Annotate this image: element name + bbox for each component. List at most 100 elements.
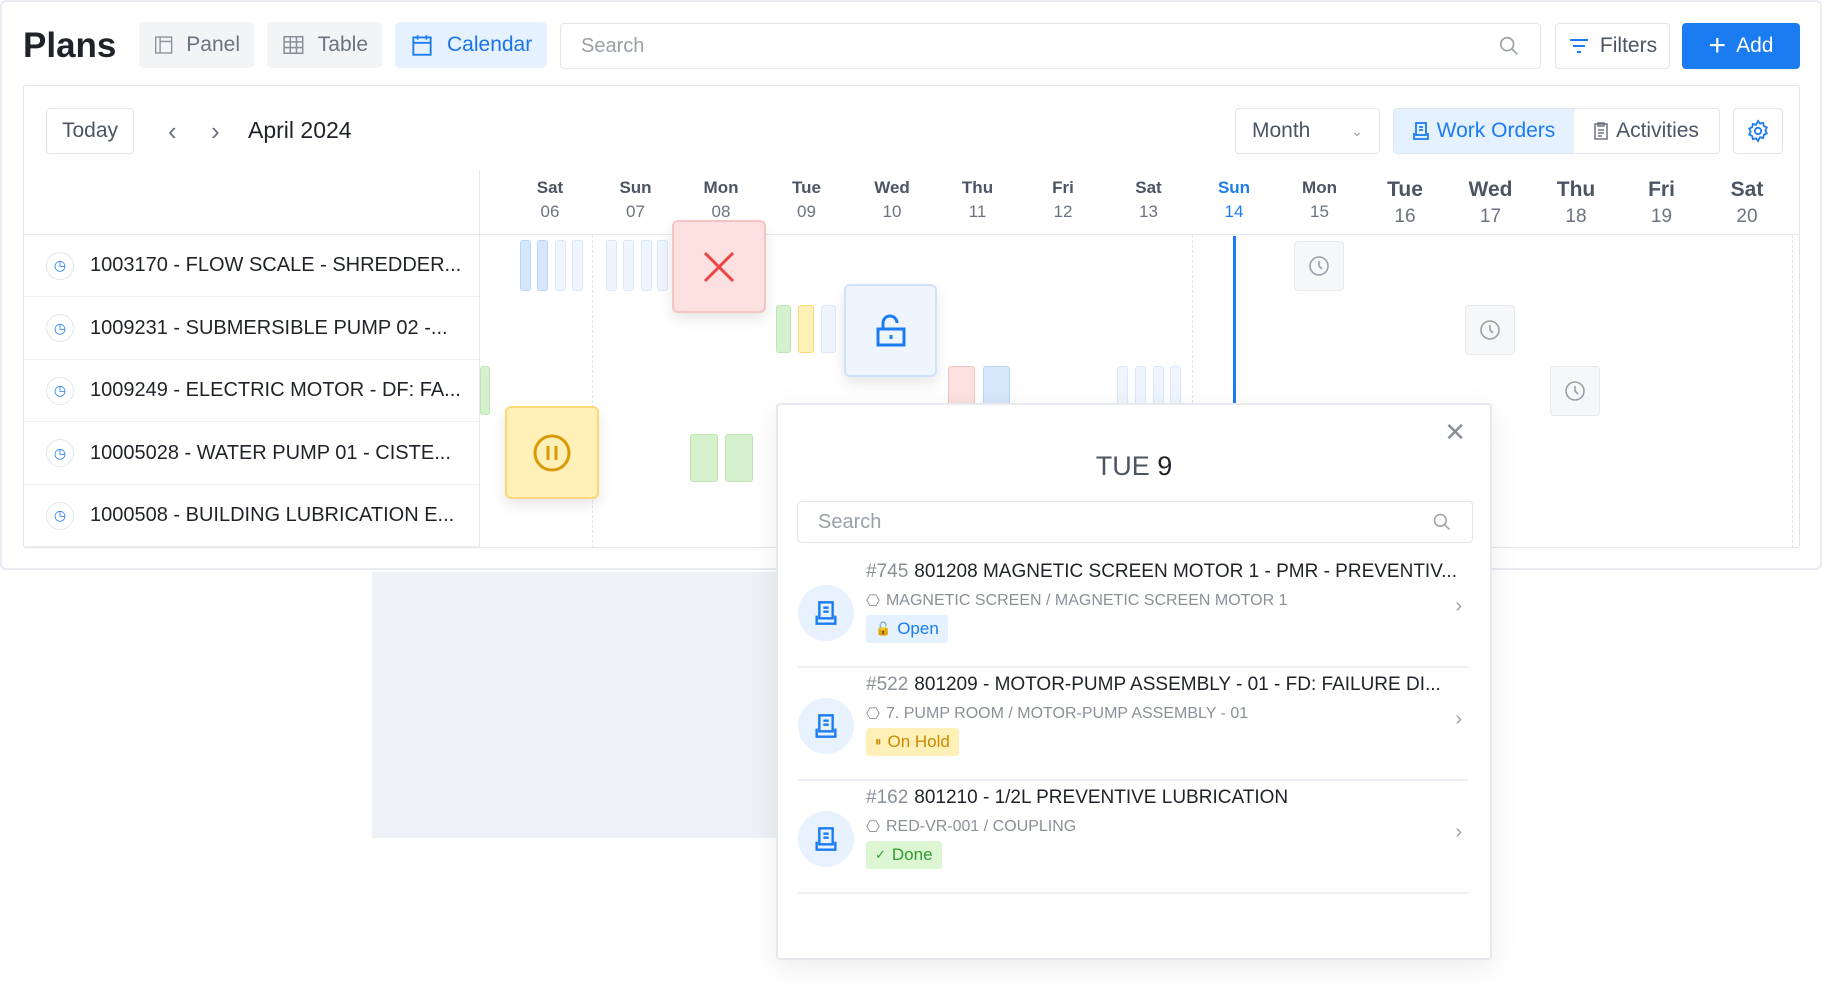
- day-number: 06: [540, 202, 560, 221]
- settings-button[interactable]: [1733, 108, 1783, 154]
- scheduled-event[interactable]: [1550, 366, 1600, 416]
- header-divider: [24, 234, 1799, 235]
- today-button[interactable]: Today: [46, 108, 134, 154]
- day-header-cell[interactable]: Fri 19: [1622, 178, 1702, 228]
- tab-table[interactable]: Table: [267, 22, 382, 68]
- work-order-item[interactable]: #745 801208 MAGNETIC SCREEN MOTOR 1 - PMR…: [798, 555, 1468, 668]
- scheduled-event[interactable]: [1465, 305, 1515, 355]
- plan-row[interactable]: ◷ 1003170 - FLOW SCALE - SHREDDER...: [24, 235, 479, 297]
- scheduled-event[interactable]: [1294, 241, 1344, 291]
- event-bar[interactable]: [948, 366, 975, 408]
- plan-name: 1009249 - ELECTRIC MOTOR - DF: FA...: [90, 379, 461, 402]
- day-header-cell[interactable]: Thu 18: [1536, 178, 1616, 228]
- recurring-clock-icon: ◷: [46, 501, 74, 530]
- plan-row[interactable]: ◷ 1009231 - SUBMERSIBLE PUMP 02 -...: [24, 298, 479, 360]
- event-bar[interactable]: [983, 366, 1010, 408]
- event-bar[interactable]: [657, 240, 668, 291]
- day-header-cell[interactable]: Sun 07: [596, 178, 676, 222]
- day-header-cell[interactable]: Sat 06: [510, 178, 590, 222]
- search-placeholder: Search: [818, 510, 882, 533]
- open-event-card[interactable]: [844, 284, 937, 377]
- day-header-cell[interactable]: Wed 17: [1451, 178, 1531, 228]
- day-header-cell[interactable]: Sun 14: [1194, 178, 1274, 222]
- plan-row[interactable]: ◷ 10005028 - WATER PUMP 01 - CISTE...: [24, 423, 479, 485]
- next-chevron-icon[interactable]: ›: [211, 116, 220, 146]
- day-header-cell[interactable]: Fri 12: [1023, 178, 1103, 222]
- event-bar[interactable]: [821, 305, 836, 353]
- work-order-number: #522: [866, 674, 909, 695]
- add-button[interactable]: + Add: [1682, 23, 1800, 69]
- day-header-cell[interactable]: Tue 16: [1365, 178, 1445, 228]
- weekday: Mon: [1302, 178, 1337, 197]
- status-label: Done: [891, 845, 933, 864]
- event-bar[interactable]: [690, 434, 718, 482]
- work-order-item[interactable]: #522 801209 - MOTOR-PUMP ASSEMBLY - 01 - …: [798, 668, 1468, 781]
- clock-icon: [1480, 320, 1500, 340]
- segment-label: Activities: [1616, 119, 1699, 142]
- event-bar[interactable]: [520, 240, 531, 291]
- event-bar[interactable]: [776, 305, 791, 353]
- event-bar[interactable]: [1170, 366, 1181, 408]
- panel-icon: [154, 36, 173, 54]
- plan-row[interactable]: ◷ 1000508 - BUILDING LUBRICATION E...: [24, 485, 479, 548]
- clock-icon: [1565, 381, 1585, 401]
- day-number: 14: [1224, 202, 1244, 221]
- close-icon[interactable]: ✕: [1444, 417, 1466, 447]
- event-bar[interactable]: [1153, 366, 1164, 408]
- day-number: 20: [1736, 206, 1758, 227]
- weekday: Tue: [1387, 178, 1423, 201]
- x-icon: [703, 251, 735, 282]
- event-bar[interactable]: [623, 240, 634, 291]
- event-bar[interactable]: [555, 240, 566, 291]
- day-header-cell[interactable]: Sat 13: [1109, 178, 1189, 222]
- cancelled-event-card[interactable]: [672, 220, 766, 313]
- work-order-title: 801208 MAGNETIC SCREEN MOTOR 1 - PMR - P…: [914, 561, 1457, 582]
- event-bar[interactable]: [798, 305, 814, 353]
- day-header-cell[interactable]: Tue 09: [767, 178, 847, 222]
- day-number: 07: [626, 202, 645, 221]
- clock-icon: [1309, 256, 1329, 276]
- asset-path: MAGNETIC SCREEN / MAGNETIC SCREEN MOTOR …: [885, 592, 1288, 609]
- view-select[interactable]: Month ⌄: [1235, 108, 1380, 154]
- event-bar[interactable]: [537, 240, 548, 291]
- day-header-cell[interactable]: Wed 10: [852, 178, 932, 222]
- popup-title: TUE 9: [778, 451, 1490, 482]
- status-label: Open: [897, 619, 939, 638]
- pause-circle-icon: ⏸: [875, 734, 882, 749]
- work-order-item[interactable]: #162 801210 - 1/2L PREVENTIVE LUBRICATION…: [798, 781, 1468, 894]
- day-header-cell[interactable]: Thu 11: [938, 178, 1018, 222]
- popup-search-input[interactable]: Search: [797, 501, 1473, 543]
- event-bar[interactable]: [480, 366, 490, 415]
- day-header-cell[interactable]: Mon 15: [1280, 178, 1360, 222]
- event-bar[interactable]: [606, 240, 617, 291]
- recurring-clock-icon: ◷: [46, 251, 74, 280]
- on-hold-event-card[interactable]: [505, 406, 599, 499]
- search-input[interactable]: Search: [560, 23, 1541, 69]
- event-bar[interactable]: [572, 240, 583, 291]
- day-number: 11: [968, 202, 987, 221]
- work-order-title: 801210 - 1/2L PREVENTIVE LUBRICATION: [914, 787, 1289, 808]
- prev-chevron-icon[interactable]: ‹: [168, 116, 177, 146]
- day-header-cell[interactable]: Sat 20: [1707, 178, 1787, 228]
- work-order-icon: [798, 698, 854, 754]
- chevron-down-icon: ⌄: [1351, 122, 1363, 139]
- event-bar[interactable]: [1135, 366, 1146, 408]
- work-order-number: #745: [866, 561, 909, 582]
- day-number: 10: [882, 202, 902, 221]
- table-icon: [283, 35, 304, 55]
- segment-work-orders[interactable]: Work Orders: [1394, 109, 1574, 153]
- week-divider: [1792, 235, 1793, 548]
- asset-icon: ⎔: [866, 706, 880, 723]
- event-bar[interactable]: [641, 240, 652, 291]
- segment-label: Work Orders: [1436, 119, 1556, 142]
- calendar-icon: [412, 35, 432, 56]
- event-bar[interactable]: [725, 434, 753, 482]
- day-header-cell[interactable]: Mon 08: [681, 178, 761, 222]
- tab-panel[interactable]: Panel: [139, 22, 254, 68]
- filters-button[interactable]: Filters: [1555, 23, 1670, 69]
- weekday: Fri: [1648, 178, 1675, 201]
- segment-activities[interactable]: Activities: [1574, 109, 1719, 153]
- tab-calendar[interactable]: Calendar: [395, 22, 547, 68]
- event-bar[interactable]: [1117, 366, 1128, 408]
- plan-row[interactable]: ◷ 1009249 - ELECTRIC MOTOR - DF: FA...: [24, 360, 479, 423]
